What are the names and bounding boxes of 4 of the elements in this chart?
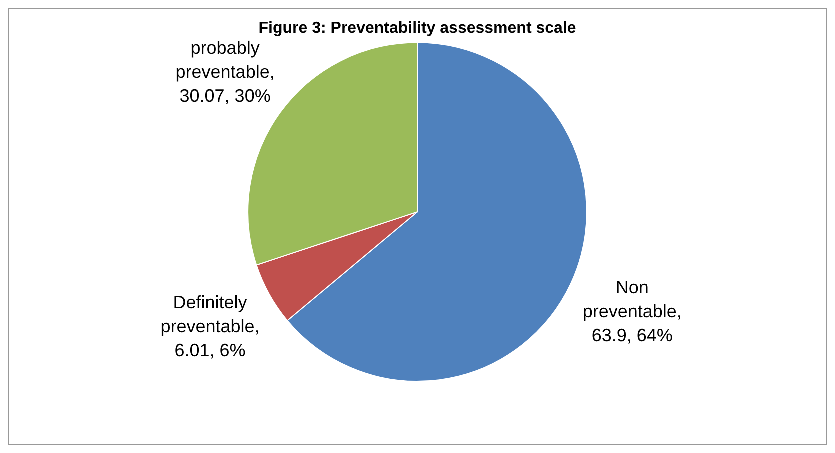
slice-label: Definitely preventable, 6.01, 6% [160,292,260,360]
slice-label: probably preventable, 30.07, 30% [176,38,275,106]
chart-title: Figure 3: Preventability assessment scale [258,20,576,38]
slice-label: Non preventable, 63.9, 64% [582,277,682,346]
